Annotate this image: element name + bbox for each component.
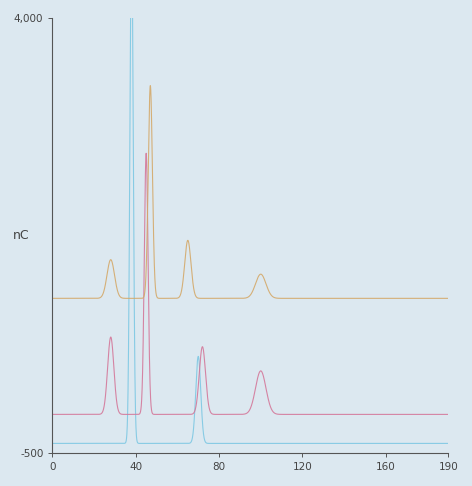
Y-axis label: nC: nC	[12, 229, 29, 242]
